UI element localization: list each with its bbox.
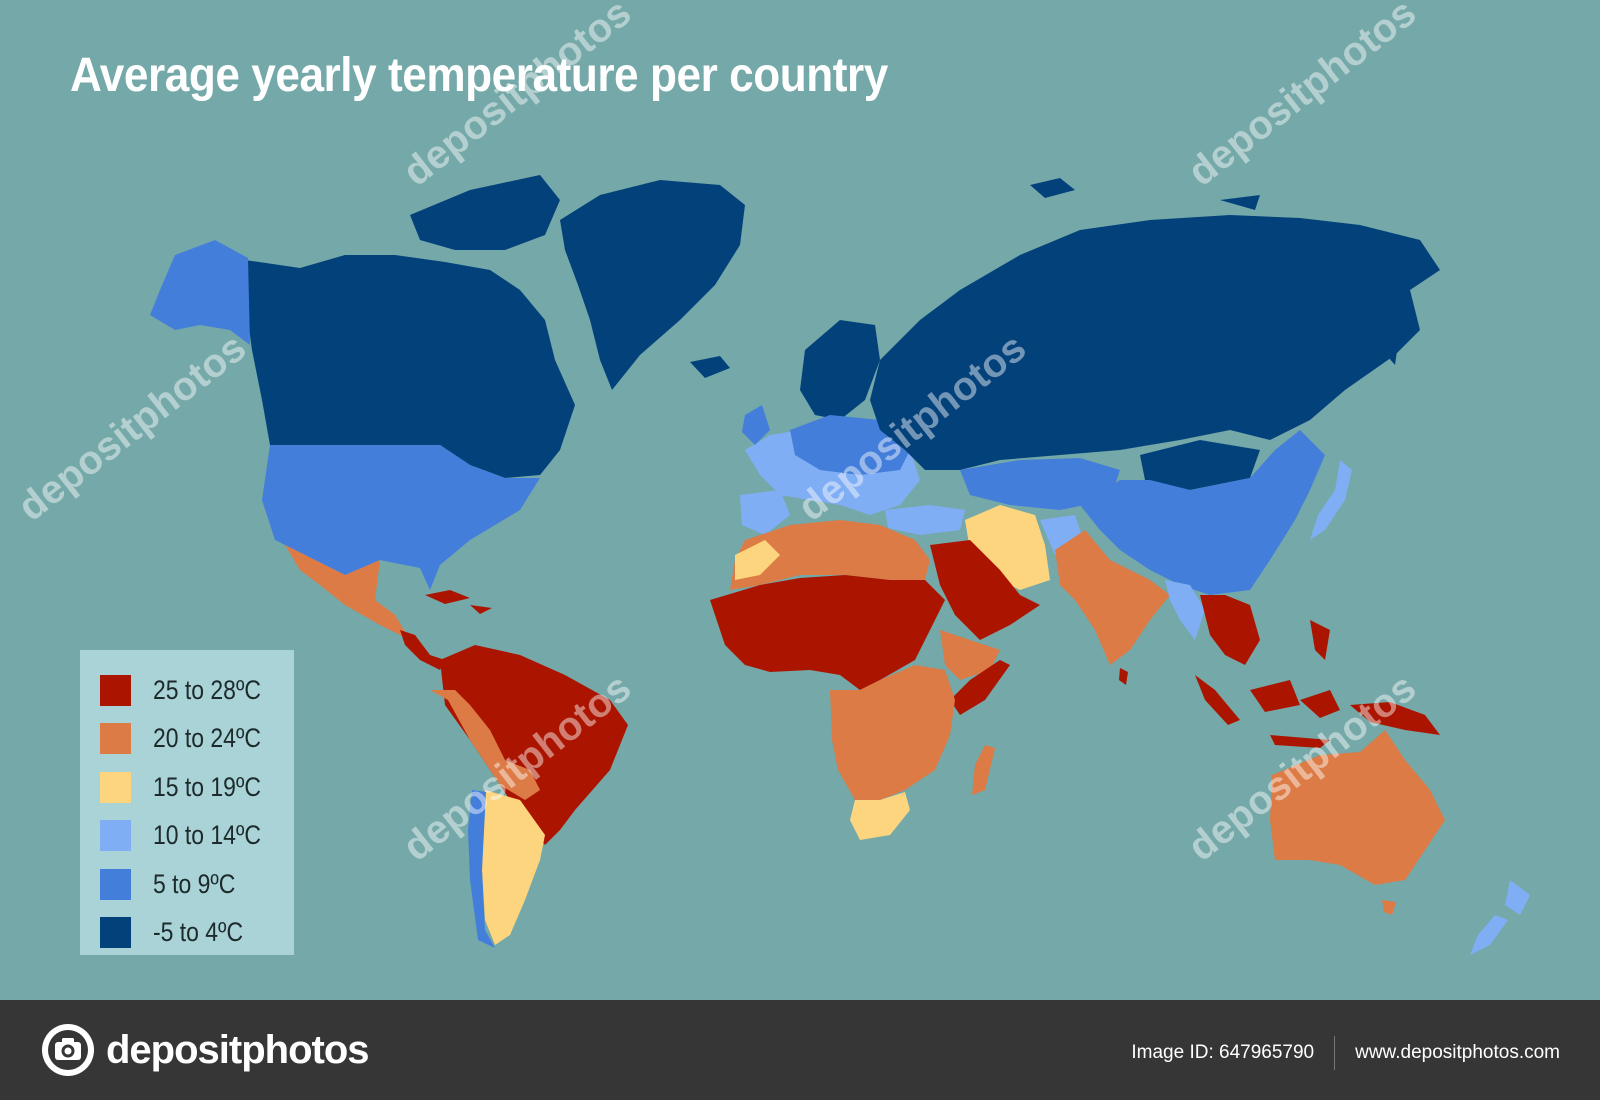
region-morocco (735, 540, 780, 580)
region-brazil (440, 645, 628, 845)
legend-item: 15 to 19ºC (100, 763, 294, 812)
image-id: Image ID: 647965790 (1131, 1042, 1315, 1063)
region-south-africa (850, 792, 910, 840)
legend-label: 5 to 9ºC (153, 868, 236, 899)
region-australia (1270, 730, 1445, 885)
legend-item: 10 to 14ºC (100, 812, 294, 861)
legend: 25 to 28ºC 20 to 24ºC 15 to 19ºC 10 to 1… (80, 650, 294, 955)
footer-bar: depositphotos Image ID: 647965790 www.de… (0, 1000, 1600, 1100)
region-north-africa (730, 520, 930, 590)
region-sahel (710, 575, 945, 690)
region-argentina (482, 790, 545, 945)
region-uk (742, 405, 770, 445)
region-russia (870, 215, 1440, 470)
footer-info: Image ID: 647965790 www.depositphotos.co… (1131, 1036, 1560, 1070)
region-southern-africa (830, 665, 955, 800)
legend-swatch (100, 820, 131, 852)
legend-label: -5 to 4ºC (153, 917, 244, 948)
region-japan (1310, 460, 1352, 540)
legend-swatch (100, 868, 131, 900)
region-sri-lanka (1119, 668, 1128, 685)
region-horn-of-africa (940, 630, 1000, 680)
legend-label: 15 to 19ºC (153, 771, 261, 802)
region-iberia (740, 490, 790, 535)
region-madagascar (972, 745, 995, 795)
legend-swatch (100, 723, 131, 755)
region-china (1080, 430, 1325, 595)
website-link[interactable]: www.depositphotos.com (1355, 1042, 1560, 1063)
region-central-america (400, 630, 445, 670)
region-arctic-islands (410, 175, 560, 250)
region-chile (468, 790, 495, 948)
region-andes (430, 690, 540, 800)
camera-icon (42, 1024, 94, 1076)
region-alaska (150, 240, 250, 345)
map-title: Average yearly temperature per country (70, 49, 888, 102)
region-iceland (690, 356, 730, 378)
region-greenland (560, 180, 745, 390)
region-canada (245, 255, 575, 478)
map-area: Average yearly temperature per country d… (10, 0, 1530, 955)
footer-divider (1334, 1036, 1336, 1070)
region-myanmar (1165, 580, 1205, 640)
legend-label: 25 to 28ºC (153, 674, 261, 705)
region-new-zealand (1470, 880, 1530, 955)
region-russia-east (1380, 320, 1400, 365)
region-somalia (950, 660, 1010, 715)
region-caribbean (425, 590, 492, 614)
legend-item: 20 to 24ºC (100, 715, 294, 764)
region-india (1055, 530, 1170, 665)
region-arctic-russia (1030, 178, 1260, 210)
legend-swatch (100, 771, 131, 803)
legend-item: 5 to 9ºC (100, 860, 294, 909)
region-mexico (285, 545, 410, 640)
world-map (150, 175, 1530, 955)
region-usa (262, 445, 540, 590)
legend-swatch (100, 917, 131, 949)
legend-swatch (100, 674, 131, 706)
footer-brand: depositphotos (106, 1027, 370, 1072)
region-mongolia (1140, 440, 1260, 490)
legend-label: 20 to 24ºC (153, 723, 261, 754)
region-tasmania (1382, 900, 1396, 915)
region-southeast-asia (1200, 595, 1260, 665)
legend-item: 25 to 28ºC (100, 666, 294, 715)
legend-label: 10 to 14ºC (153, 820, 261, 851)
region-scandinavia (800, 320, 880, 420)
region-central-asia (960, 458, 1120, 510)
region-indonesia (1195, 620, 1440, 748)
region-turkey (885, 505, 965, 535)
legend-item: -5 to 4ºC (100, 909, 294, 958)
footer-logo[interactable]: depositphotos (40, 1022, 370, 1078)
region-arabia (930, 540, 1040, 640)
